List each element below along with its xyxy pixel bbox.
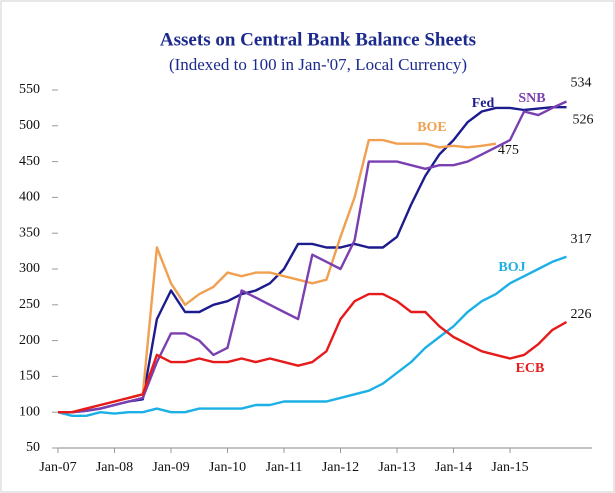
y-tick-label: 450 <box>19 154 40 169</box>
x-tick-label: Jan-14 <box>435 460 472 475</box>
x-tick-label: Jan-09 <box>152 460 189 475</box>
chart-subtitle: (Indexed to 100 in Jan-'07, Local Curren… <box>169 55 467 74</box>
series-line <box>57 255 567 417</box>
x-tick-label: Jan-12 <box>322 460 359 475</box>
y-tick-label: 150 <box>19 369 40 384</box>
series-line <box>58 100 567 414</box>
x-tick-label: Jan-15 <box>491 460 528 475</box>
series-label: SNB <box>518 91 545 106</box>
end-value-label: 475 <box>498 143 519 158</box>
end-value-label: 226 <box>571 307 592 322</box>
series-label: Fed <box>472 96 495 111</box>
end-value-label: 526 <box>573 112 594 127</box>
series-line <box>58 292 568 414</box>
x-tick-label: Jan-13 <box>378 460 415 475</box>
y-tick-label: 100 <box>19 404 40 419</box>
end-value-label: 534 <box>571 76 592 91</box>
y-tick-label: 250 <box>19 297 40 312</box>
y-tick-label: 400 <box>19 190 40 205</box>
end-value-label: 317 <box>571 232 592 247</box>
series-label: BOE <box>417 120 447 135</box>
series-line <box>58 106 567 414</box>
x-tick-label: Jan-10 <box>209 460 246 475</box>
series-label: ECB <box>516 361 545 376</box>
x-tick-label: Jan-07 <box>39 460 76 475</box>
y-tick-label: 350 <box>19 225 40 240</box>
y-tick-label: 50 <box>26 440 40 455</box>
y-tick-label: 550 <box>19 82 40 97</box>
y-tick-label: 200 <box>19 333 40 348</box>
series-label: BOJ <box>498 260 525 275</box>
x-tick-label: Jan-11 <box>266 460 303 475</box>
y-tick-label: 500 <box>19 118 40 133</box>
x-tick-label: Jan-08 <box>96 460 133 475</box>
y-tick-label: 300 <box>19 261 40 276</box>
chart-title: Assets on Central Bank Balance Sheets <box>160 29 476 50</box>
